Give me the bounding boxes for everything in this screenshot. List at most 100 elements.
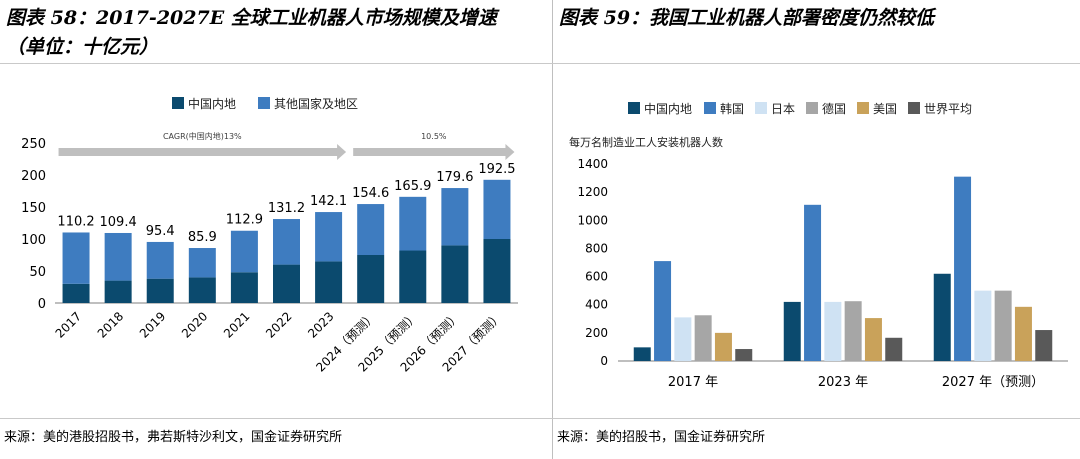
bar-世界平均-2023 年 bbox=[885, 337, 903, 361]
x-tick-label: 2023 年 bbox=[818, 375, 868, 390]
legend-label-4: 美国 bbox=[873, 102, 897, 116]
legend-swatch-0 bbox=[628, 102, 640, 114]
bar-total-label: 95.4 bbox=[146, 224, 175, 239]
left-source: 来源：美的港股招股书，弗若斯特沙利文，国金证券研究所 bbox=[4, 430, 343, 445]
panel-divider bbox=[552, 0, 553, 459]
bar-total-label: 154.6 bbox=[352, 186, 389, 201]
bar-德国-2027 年（预测） bbox=[994, 290, 1012, 361]
x-tick-label: 2027 年（预测） bbox=[942, 375, 1044, 390]
bar-other-2027（预测） bbox=[483, 179, 511, 239]
bar-other-2017 bbox=[62, 232, 90, 284]
bar-total-label: 142.1 bbox=[310, 194, 347, 209]
legend-swatch-2 bbox=[755, 102, 767, 114]
legend-swatch-1 bbox=[258, 97, 270, 109]
bar-other-2022 bbox=[273, 219, 300, 265]
bar-china-2026（预测） bbox=[441, 245, 469, 303]
bar-other-2018 bbox=[104, 232, 132, 281]
bar-德国-2017 年 bbox=[694, 315, 712, 361]
bar-total-label: 165.9 bbox=[394, 179, 431, 194]
y-tick-label: 150 bbox=[21, 201, 46, 216]
right-source: 来源：美的招股书，国金证券研究所 bbox=[557, 430, 766, 445]
y-axis-title: 每万名制造业工人安装机器人数 bbox=[569, 135, 723, 149]
legend-swatch-1 bbox=[704, 102, 716, 114]
legend-label-1: 韩国 bbox=[720, 101, 744, 116]
bar-美国-2023 年 bbox=[864, 318, 882, 361]
bar-china-2022 bbox=[273, 264, 300, 303]
x-tick-label: 2020 bbox=[179, 309, 210, 340]
bar-美国-2017 年 bbox=[714, 332, 732, 361]
x-tick-label: 2022 bbox=[263, 309, 294, 340]
bar-total-label: 131.2 bbox=[268, 201, 305, 216]
x-tick-label: 2021 bbox=[221, 309, 252, 340]
right-panel: 图表 59：我国工业机器人部署密度仍然较低 中国内地 韩国 日本 德国 美国 世界平均每万… bbox=[553, 0, 1080, 459]
legend-label-3: 德国 bbox=[822, 101, 846, 116]
bar-日本-2027 年（预测） bbox=[974, 290, 992, 361]
bar-中国内地-2027 年（预测） bbox=[933, 273, 951, 361]
bar-other-2023 bbox=[315, 212, 343, 262]
bar-china-2018 bbox=[104, 280, 132, 303]
x-tick-label: 2018 bbox=[95, 309, 126, 340]
bar-china-2021 bbox=[230, 272, 258, 303]
y-tick-label: 0 bbox=[600, 354, 608, 368]
bar-世界平均-2017 年 bbox=[735, 349, 753, 361]
bar-total-label: 85.9 bbox=[188, 230, 217, 245]
growth-arrow-0 bbox=[58, 144, 347, 160]
bar-total-label: 110.2 bbox=[57, 214, 94, 229]
left-chart-title: 图表 58：2017-2027E 全球工业机器人市场规模及增速 bbox=[6, 7, 497, 29]
bar-total-label: 179.6 bbox=[436, 170, 473, 185]
source-divider bbox=[0, 418, 1080, 419]
bar-中国内地-2023 年 bbox=[783, 301, 801, 361]
y-tick-label: 250 bbox=[21, 137, 46, 152]
bar-other-2024（预测） bbox=[357, 204, 385, 255]
y-tick-label: 50 bbox=[29, 265, 46, 280]
bar-china-2020 bbox=[188, 277, 216, 303]
legend-label-0: 中国内地 bbox=[644, 101, 692, 116]
y-tick-label: 600 bbox=[585, 270, 608, 284]
y-tick-label: 800 bbox=[585, 241, 608, 255]
bar-other-2025（预测） bbox=[399, 196, 427, 251]
y-tick-label: 1400 bbox=[577, 157, 608, 171]
y-tick-label: 1000 bbox=[577, 213, 608, 227]
legend-label-1: 其他国家及地区 bbox=[274, 96, 358, 111]
bar-韩国-2017 年 bbox=[654, 261, 672, 361]
bar-other-2021 bbox=[230, 230, 258, 273]
legend-swatch-0 bbox=[172, 97, 184, 109]
growth-arrow-1 bbox=[353, 144, 515, 160]
title-divider bbox=[0, 63, 1080, 64]
bar-韩国-2027 年（预测） bbox=[954, 176, 972, 361]
x-tick-label: 2017 年 bbox=[668, 375, 718, 390]
y-tick-label: 0 bbox=[38, 297, 46, 312]
bar-china-2019 bbox=[146, 278, 174, 303]
legend-label-0: 中国内地 bbox=[188, 96, 236, 111]
legend-label-2: 日本 bbox=[771, 102, 795, 116]
bar-china-2027（预测） bbox=[483, 239, 511, 303]
bar-china-2024（预测） bbox=[357, 255, 385, 303]
bar-china-2023 bbox=[315, 261, 343, 303]
bar-日本-2017 年 bbox=[674, 317, 692, 361]
bar-total-label: 112.9 bbox=[226, 213, 263, 228]
x-tick-label: 2019 bbox=[137, 309, 168, 340]
bar-china-2025（预测） bbox=[399, 250, 427, 303]
bar-日本-2023 年 bbox=[824, 301, 842, 361]
bar-total-label: 192.5 bbox=[478, 162, 515, 177]
bar-china-2017 bbox=[62, 283, 90, 303]
left-panel: 图表 58：2017-2027E 全球工业机器人市场规模及增速 （单位：十亿元）… bbox=[4, 7, 518, 445]
legend-label-5: 世界平均 bbox=[924, 102, 972, 116]
bar-中国内地-2017 年 bbox=[633, 347, 651, 361]
legend-swatch-4 bbox=[857, 102, 869, 114]
legend-swatch-5 bbox=[908, 102, 920, 114]
legend-swatch-3 bbox=[806, 102, 818, 114]
right-chart-title: 图表 59：我国工业机器人部署密度仍然较低 bbox=[559, 7, 935, 29]
y-tick-label: 400 bbox=[585, 298, 608, 312]
growth-arrow-label-0: CAGR(中国内地)13% bbox=[163, 131, 242, 141]
bar-other-2019 bbox=[146, 241, 174, 279]
bar-美国-2027 年（预测） bbox=[1014, 306, 1032, 361]
x-tick-label: 2023 bbox=[305, 309, 336, 340]
global-market-size-chart: 中国内地 其他国家及地区 0 50 100 150 200 250 CAGR(中国内地)13% 1… bbox=[21, 96, 518, 375]
bar-other-2020 bbox=[188, 248, 216, 278]
x-tick-label: 2017 bbox=[53, 309, 84, 340]
bar-other-2026（预测） bbox=[441, 188, 469, 246]
bar-世界平均-2027 年（预测） bbox=[1035, 330, 1053, 361]
bar-total-label: 109.4 bbox=[100, 215, 137, 230]
